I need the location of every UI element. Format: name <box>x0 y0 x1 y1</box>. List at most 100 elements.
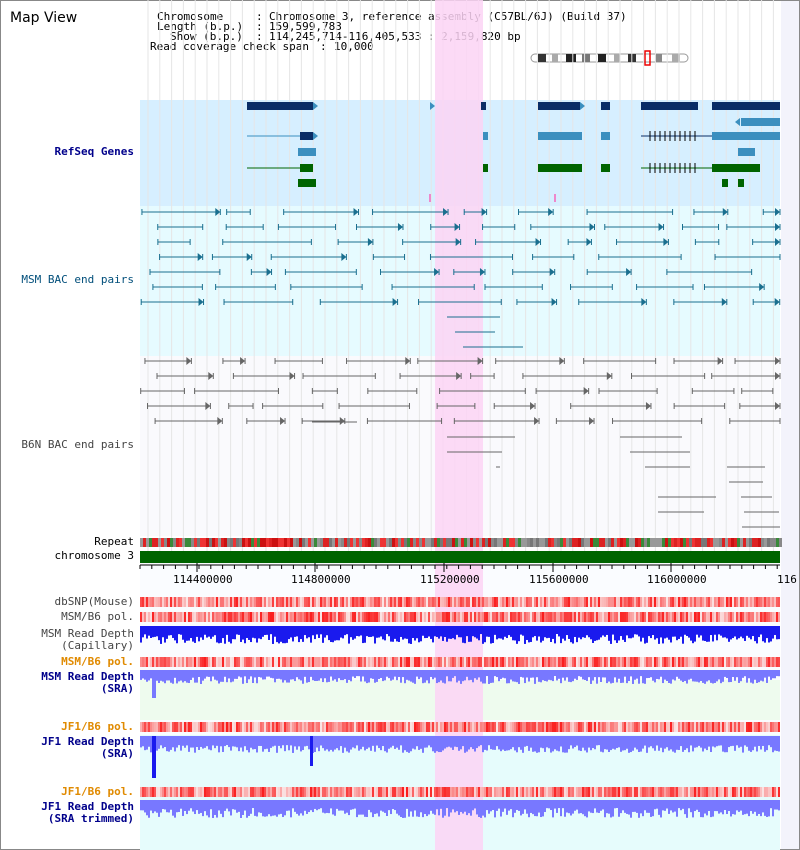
msm-bac-pair-arrow <box>198 298 204 306</box>
msm-b6-pol-heat <box>772 612 774 622</box>
msm-b6-pol-heat-2 <box>274 657 276 667</box>
jf1-b6-pol-heat <box>314 722 316 732</box>
msm-b6-pol-heat-2 <box>308 657 310 667</box>
msm-b6-pol-heat-2 <box>636 657 638 667</box>
msm-b6-pol-heat-2 <box>566 657 568 667</box>
msm-sra-depth-bar <box>748 670 750 679</box>
jf1-trimmed-depth-bar <box>752 800 754 814</box>
msm-capillary-depth-bar <box>524 626 526 644</box>
msm-sra-depth-bar <box>194 670 196 683</box>
repeat-block <box>179 538 182 547</box>
dbsnp-heat <box>574 597 576 607</box>
msm-sra-depth-bar <box>668 670 670 683</box>
jf1-b6-pol-heat-2 <box>674 787 676 797</box>
msm-b6-pol-heat <box>608 612 610 622</box>
jf1-sra-depth-bar <box>688 736 690 753</box>
repeat-block <box>539 538 542 547</box>
jf1-b6-pol-heat-2 <box>264 787 266 797</box>
msm-bac-pair-arrow <box>549 268 555 276</box>
msm-capillary-depth-bar <box>774 626 776 636</box>
jf1-trimmed-depth-bar <box>486 800 488 811</box>
dbsnp-heat <box>324 597 326 607</box>
jf1-trimmed-depth-bar <box>152 800 154 814</box>
jf1-b6-pol-heat-2 <box>320 787 322 797</box>
dbsnp-heat <box>172 597 174 607</box>
dbsnp-heat <box>618 597 620 607</box>
jf1-sra-depth-bar <box>206 736 208 747</box>
dbsnp-heat <box>428 597 430 607</box>
refseq-gene <box>300 132 313 140</box>
msm-b6-pol-heat <box>492 612 494 622</box>
msm-capillary-depth-bar <box>276 626 278 643</box>
jf1-b6-pol-heat-2 <box>618 787 620 797</box>
dbsnp-heat <box>476 597 478 607</box>
msm-sra-depth-bar <box>402 670 404 678</box>
msm-sra-depth-bar <box>456 670 458 683</box>
refseq-gene <box>601 102 610 110</box>
msm-b6-pol-heat-2 <box>188 657 190 667</box>
jf1-sra-depth-bar <box>174 736 176 752</box>
msm-capillary-depth-bar <box>442 626 444 641</box>
msm-sra-depth-bar <box>554 670 556 677</box>
msm-b6-pol-heat-2 <box>746 657 748 667</box>
dbsnp-heat <box>416 597 418 607</box>
jf1-b6-pol-heat-2 <box>752 787 754 797</box>
msm-b6-pol-heat-2 <box>564 657 566 667</box>
jf1-b6-pol-heat <box>360 722 362 732</box>
msm-b6-pol-heat-2 <box>440 657 442 667</box>
jf1-b6-pol-heat-2 <box>758 787 760 797</box>
jf1-b6-pol-heat <box>566 722 568 732</box>
jf1-trimmed-depth-bar <box>458 800 460 815</box>
msm-sra-depth-bar <box>284 670 286 681</box>
msm-b6-pol-heat <box>658 612 660 622</box>
show-colon: : <box>256 30 263 43</box>
jf1-b6-pol-heat-2 <box>234 787 236 797</box>
jf1-trimmed-depth-bar <box>294 800 296 812</box>
msm-b6-pol-heat <box>494 612 496 622</box>
jf1-trimmed-depth-bar <box>666 800 668 809</box>
chromosome-ideogram[interactable] <box>0 0 800 70</box>
jf1-b6-pol-heat <box>374 722 376 732</box>
msm-b6-pol-heat-2 <box>672 657 674 667</box>
repeat-block <box>455 538 458 547</box>
dbsnp-heat <box>766 597 768 607</box>
repeat-block <box>680 538 683 547</box>
dbsnp-heat <box>620 597 622 607</box>
msm-b6-pol-heat <box>264 612 266 622</box>
msm-sra-depth-bar <box>570 670 572 683</box>
jf1-trimmed-depth-bar <box>436 800 438 810</box>
repeat-block <box>332 538 335 547</box>
msm-capillary-depth-bar <box>178 626 180 635</box>
jf1-sra-depth-bar <box>726 736 728 753</box>
jf1-sra-depth-bar <box>474 736 476 752</box>
msm-b6-pol-heat <box>722 612 724 622</box>
msm-b6-pol-heat-2 <box>476 657 478 667</box>
repeat-block <box>323 538 326 547</box>
jf1-b6-pol-heat <box>672 722 674 732</box>
msm-capillary-depth-bar <box>148 626 150 636</box>
jf1-trimmed-depth-bar <box>402 800 404 818</box>
jf1-b6-pol-heat <box>444 722 446 732</box>
msm-capillary-depth-bar <box>440 626 442 637</box>
dbsnp-heat <box>248 597 250 607</box>
msm-b6-pol-heat <box>298 612 300 622</box>
msm-sra-depth-bar <box>324 670 326 679</box>
jf1-b6-pol-heat <box>474 722 476 732</box>
msm-sra-depth-bar <box>412 670 414 683</box>
jf1-b6-pol-heat <box>518 722 520 732</box>
dbsnp-heat <box>296 597 298 607</box>
msm-b6-pol-heat <box>500 612 502 622</box>
msm-b6-pol-heat <box>698 612 700 622</box>
repeat-block <box>374 538 377 547</box>
msm-sra-depth-bar <box>240 670 242 678</box>
msm-b6-pol-heat <box>326 612 328 622</box>
jf1-b6-pol-heat <box>438 722 440 732</box>
jf1-b6-pol-heat <box>530 722 532 732</box>
b6n-bac-pair-arrow <box>530 402 536 410</box>
msm-b6-pol-heat <box>228 612 230 622</box>
repeat-block <box>404 538 407 547</box>
jf1-b6-pol-heat-2 <box>736 787 738 797</box>
repeat-block <box>389 538 392 547</box>
jf1-b6-pol-heat-2 <box>706 787 708 797</box>
